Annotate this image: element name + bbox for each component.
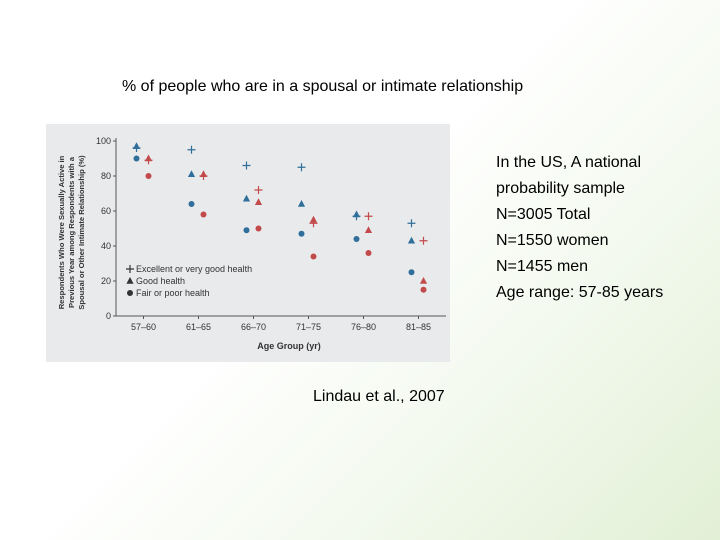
x-tick-label: 81–85 <box>406 322 431 332</box>
data-point-plus-men <box>187 145 196 154</box>
legend-label: Fair or poor health <box>136 288 210 298</box>
data-point-circle-men <box>298 230 305 237</box>
data-point-circle-men <box>133 155 140 162</box>
data-point-circle-men <box>188 201 195 207</box>
data-point-triangle-men <box>407 236 416 244</box>
data-point-plus-women <box>419 236 428 245</box>
x-tick-label: 66–70 <box>241 322 266 332</box>
data-point-circle-women <box>255 225 262 232</box>
data-point-triangle-men <box>242 194 251 202</box>
x-axis-label: Age Group (yr) <box>257 341 321 351</box>
y-tick-label: 20 <box>101 276 111 286</box>
y-axis-label-line: Respondents Who Were Sexually Active in <box>57 155 66 309</box>
legend-marker-plus <box>126 265 134 273</box>
slide-title: % of people who are in a spousal or inti… <box>122 78 524 95</box>
legend-label: Good health <box>136 276 185 286</box>
data-point-circle-men <box>408 269 415 276</box>
y-tick-label: 80 <box>101 171 111 181</box>
data-point-plus-men <box>297 163 306 172</box>
info-line: N=1550 women <box>496 232 609 249</box>
x-tick-label: 71–75 <box>296 322 321 332</box>
data-point-triangle-women <box>419 277 428 284</box>
legend-label: Excellent or very good health <box>136 264 252 274</box>
y-axis-label-line: Previous Year among Respondents with a <box>67 156 76 308</box>
study-info: In the US, A national probability sample… <box>496 150 663 306</box>
data-point-triangle-men <box>297 200 306 207</box>
x-tick-label: 76–80 <box>351 322 376 332</box>
data-point-triangle-men <box>132 142 141 150</box>
legend-marker-triangle <box>126 277 134 284</box>
data-point-circle-women <box>365 250 372 256</box>
y-tick-label: 100 <box>96 136 111 146</box>
y-tick-label: 60 <box>101 206 111 216</box>
info-line: N=1455 men <box>496 258 589 275</box>
y-tick-label: 40 <box>101 241 111 251</box>
data-point-circle-women <box>420 286 427 293</box>
data-point-circle-women <box>145 173 152 179</box>
info-line: Age range: 57-85 years <box>496 284 664 301</box>
data-point-plus-men <box>242 161 251 170</box>
info-line: In the US, A national <box>496 154 641 171</box>
data-point-circle-women <box>310 253 317 260</box>
data-point-triangle-women <box>309 215 318 223</box>
data-point-circle-men <box>353 236 360 242</box>
y-axis-label: Respondents Who Were Sexually Active inP… <box>57 155 86 310</box>
data-point-circle-men <box>243 227 250 234</box>
info-line: N=3005 Total <box>496 206 591 223</box>
x-tick-label: 57–60 <box>131 322 156 332</box>
data-point-triangle-men <box>187 170 196 178</box>
chart-svg: 0 20 40 60 80 100 57–60 61–65 66–70 71–75 76–80 81–… <box>57 136 446 351</box>
y-tick-label: 0 <box>106 311 111 321</box>
data-point-triangle-women <box>199 170 208 178</box>
x-tick-label: 61–65 <box>186 322 211 332</box>
citation: Lindau et al., 2007 <box>313 388 445 405</box>
data-point-triangle-men <box>352 210 361 218</box>
y-axis-label-line: Spousal or Other Intimate Relationship (… <box>77 155 86 310</box>
data-point-plus-women <box>364 212 373 221</box>
chart-figure: 0 20 40 60 80 100 57–60 61–65 66–70 71–75 76–80 81–… <box>46 124 450 362</box>
data-point-circle-women <box>200 211 207 218</box>
info-line: probability sample <box>496 180 625 197</box>
legend-marker-circle <box>127 290 133 296</box>
data-point-triangle-women <box>254 198 263 206</box>
data-point-plus-men <box>407 219 416 228</box>
data-point-plus-women <box>254 186 263 194</box>
data-point-triangle-women <box>364 226 373 234</box>
data-point-triangle-women <box>144 154 153 162</box>
